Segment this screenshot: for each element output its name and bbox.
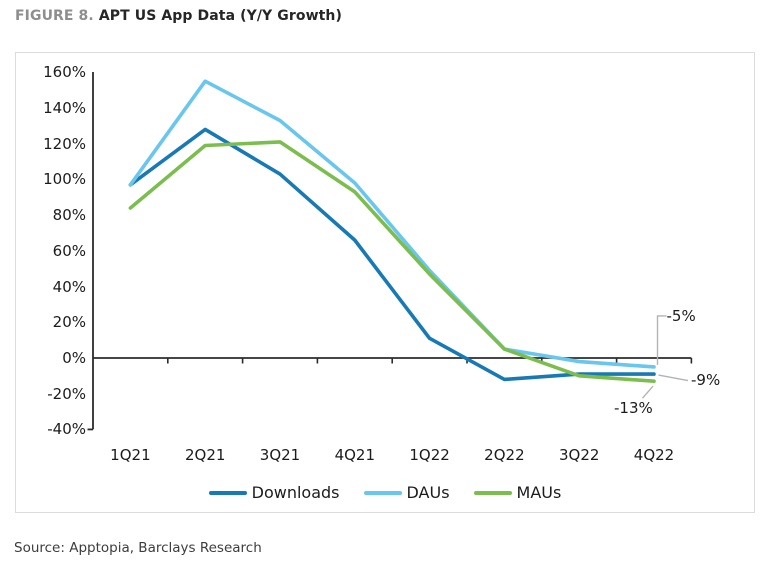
legend-item-daus: DAUs <box>363 483 450 502</box>
figure-heading: APT US App Data (Y/Y Growth) <box>98 8 342 24</box>
legend-item-downloads: Downloads <box>208 483 340 502</box>
annotation-label-daus: -5% <box>666 306 696 325</box>
y-tick-label: -40% <box>47 420 86 439</box>
legend-label: DAUs <box>406 483 450 502</box>
annotation-leader-daus <box>656 315 667 365</box>
legend-swatch-downloads <box>208 490 247 495</box>
x-tick-label: 1Q21 <box>110 446 151 464</box>
legend-label: Downloads <box>251 483 340 502</box>
x-tick-label: 1Q22 <box>409 446 450 464</box>
x-tick-label: 3Q22 <box>558 446 600 464</box>
x-tick-label: 3Q21 <box>259 446 301 464</box>
y-tick-label: 60% <box>52 241 86 260</box>
series-line-maus <box>128 140 656 384</box>
y-tick-label: 0% <box>62 349 86 367</box>
figure-number-label: FIGURE 8. <box>15 8 94 24</box>
y-tick-label: -20% <box>47 384 86 403</box>
annotation-leader-maus <box>641 385 654 399</box>
x-tick-label: 4Q22 <box>633 446 675 464</box>
x-tick-label: 2Q21 <box>184 446 226 464</box>
y-tick-label: 80% <box>52 206 86 225</box>
line-chart-svg <box>87 72 693 431</box>
y-tick-label: 20% <box>52 313 86 332</box>
source-note: Source: Apptopia, Barclays Research <box>14 540 262 556</box>
chart-container: 160% 140% 120% 100% 80% 60% 40% 20% 0% -20% -40% 1… <box>15 52 755 513</box>
y-tick-label: 40% <box>52 277 86 296</box>
y-tick-label: 100% <box>43 170 86 189</box>
y-tick-label: 160% <box>43 63 86 82</box>
series-line-daus <box>128 79 656 369</box>
legend-swatch-daus <box>363 490 402 495</box>
annotation-label-maus: -13% <box>614 399 653 418</box>
x-tick-label: 2Q22 <box>484 446 525 464</box>
annotation-label-downloads: -9% <box>691 371 721 390</box>
figure-title: FIGURE 8. APT US App Data (Y/Y Growth) <box>15 8 342 24</box>
y-tick-label: 140% <box>43 99 86 117</box>
x-tick-label: 4Q21 <box>334 446 376 464</box>
legend-item-maus: MAUs <box>473 483 562 502</box>
legend: Downloads DAUs MAUs <box>16 483 754 502</box>
legend-label: MAUs <box>516 483 562 502</box>
legend-swatch-maus <box>473 490 512 495</box>
y-tick-label: 120% <box>43 134 86 153</box>
series-line-downloads <box>128 127 656 382</box>
annotation-leader-downloads <box>658 374 689 382</box>
